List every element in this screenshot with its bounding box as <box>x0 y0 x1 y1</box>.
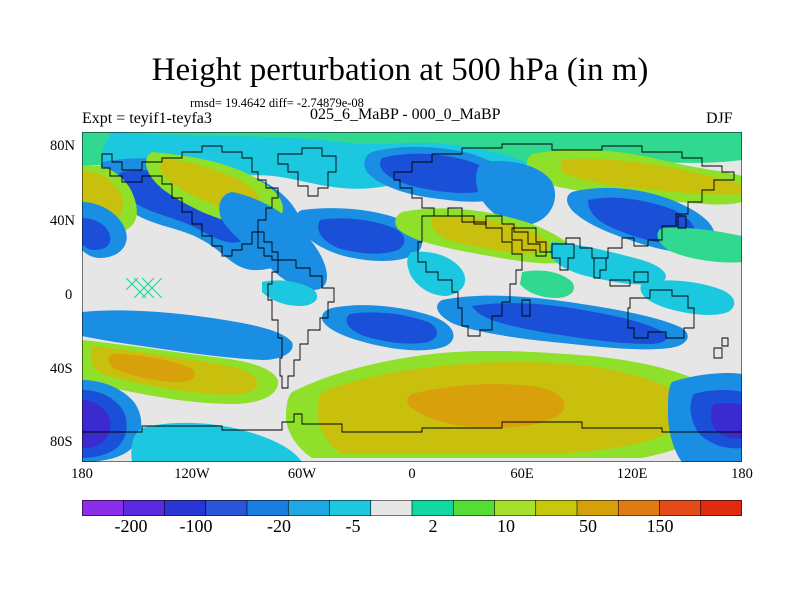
field-eurasia-positive-core <box>560 158 742 195</box>
field-western-north-pacific-low-core <box>82 218 111 250</box>
lon-label-60w: 60W <box>287 466 317 482</box>
colorbar-cell <box>659 500 702 516</box>
lat-label-0: 0 <box>65 287 73 303</box>
field-tropical-weak-neg-africa <box>407 251 466 296</box>
colorbar-cell <box>576 500 620 516</box>
field-south-pacific-low <box>82 310 293 360</box>
field-antarctic-low-west-extreme <box>82 400 111 448</box>
hatched-region <box>125 277 163 299</box>
experiment-label: Expt = teyif1-teyfa3 <box>82 110 212 127</box>
colorbar-label-150: 150 <box>646 516 674 536</box>
colorbar-cell <box>617 500 661 516</box>
colorbar-label-50: 50 <box>579 516 597 536</box>
field-tropical-weak-neg-pacific <box>262 280 318 306</box>
field-central-asia-positive-core <box>431 216 550 254</box>
field-southern-ocean-peak <box>407 384 565 428</box>
period-label: 025_6_MaBP - 000_0_MaBP <box>310 106 501 123</box>
lat-label-40s: 40S <box>50 361 73 377</box>
colorbar-label-m5: -5 <box>345 516 361 536</box>
colorbar-cell <box>329 500 372 516</box>
field-south-pacific-peak <box>108 354 195 382</box>
colorbar-cell <box>411 500 455 516</box>
lon-label-120e: 120E <box>616 466 648 482</box>
colorbar-cell <box>122 500 166 516</box>
season-label: DJF <box>706 110 733 127</box>
colorbar-cell <box>700 500 742 516</box>
field-west-siberia-low <box>476 160 556 225</box>
field-south-pole-weak <box>131 422 302 462</box>
colorbar <box>82 500 742 516</box>
field-tropical-weak-pos-indian <box>520 270 575 298</box>
colorbar-cell <box>246 500 290 516</box>
lat-label-80n: 80N <box>50 138 75 154</box>
colorbar-cell <box>370 500 413 516</box>
colorbar-label-m200: -200 <box>114 516 148 536</box>
colorbar-cell <box>164 500 207 516</box>
rmsd-stats: rmsd= 19.4642 diff= -2.74879e-08 <box>190 96 364 110</box>
colorbar-cell <box>535 500 578 516</box>
field-north-america-trough <box>219 192 327 291</box>
coastlines <box>82 143 742 433</box>
height-perturbation-map <box>82 132 742 462</box>
lon-label-60e: 60E <box>510 466 534 482</box>
colorbar-label-m20: -20 <box>267 516 291 536</box>
lat-label-80s: 80S <box>50 434 73 450</box>
colorbar-cell <box>452 500 496 516</box>
colorbar-label-m100: -100 <box>179 516 213 536</box>
lon-label-180w: 180 <box>71 466 93 482</box>
field-atlantic-low <box>380 153 495 193</box>
plot-title: Height perturbation at 500 hPa (in m) <box>151 52 649 88</box>
colorbar-label-10: 10 <box>497 516 515 536</box>
colorbar-cell <box>205 500 248 516</box>
field-asia-weak-negative <box>550 242 666 285</box>
field-antarctic-low-east-extreme <box>711 403 742 439</box>
field-atlantic-midlat-low-core <box>318 218 405 254</box>
field-south-indian-low-core <box>472 303 668 344</box>
lon-label-0: 0 <box>408 466 416 482</box>
field-west-pacific-weak <box>657 227 742 263</box>
field-south-atlantic-low-core <box>346 312 437 344</box>
colorbar-cell <box>82 500 125 516</box>
lon-label-180e: 180 <box>731 466 753 482</box>
colorbar-cell <box>287 500 331 516</box>
lat-label-40n: 40N <box>50 213 75 229</box>
lon-label-120w: 120W <box>174 466 210 482</box>
colorbar-label-2: 2 <box>428 516 438 536</box>
colorbar-cell <box>494 500 537 516</box>
field-australia-weak <box>640 280 735 315</box>
